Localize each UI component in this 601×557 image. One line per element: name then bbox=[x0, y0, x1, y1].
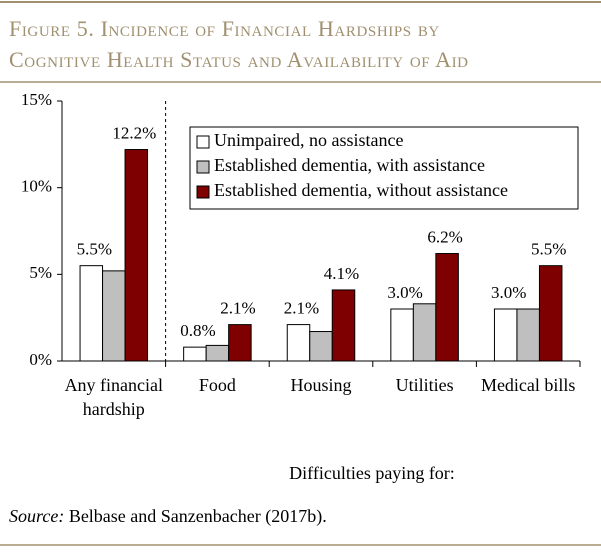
bar bbox=[435, 253, 459, 362]
legend-swatch bbox=[196, 185, 210, 199]
data-label: 5.5% bbox=[531, 240, 566, 259]
data-label: 4.1% bbox=[324, 264, 359, 283]
chart-title: Figure 5. Incidence of Financial Hardshi… bbox=[9, 16, 440, 41]
x-tick-label: Housing bbox=[290, 375, 352, 395]
bar bbox=[538, 265, 563, 362]
legend-swatch bbox=[196, 135, 210, 149]
y-tick-label: 10% bbox=[21, 177, 52, 196]
x-tick-label: Any financial hardship bbox=[64, 375, 164, 419]
bar bbox=[286, 324, 311, 362]
x-tick-label-box: Food bbox=[198, 375, 236, 395]
data-label: 3.0% bbox=[387, 283, 422, 302]
x-tick-label-box: Utilities bbox=[395, 375, 454, 395]
data-label: 3.0% bbox=[491, 283, 526, 302]
y-tick-label: 0% bbox=[29, 350, 52, 369]
x-tick-label-box: Any financial hardship bbox=[64, 375, 164, 419]
bar bbox=[309, 331, 333, 362]
bar bbox=[331, 289, 356, 362]
data-label: 6.2% bbox=[427, 227, 462, 246]
bar bbox=[412, 303, 437, 362]
source-label: Source: bbox=[9, 506, 64, 526]
x-axis-label: Difficulties paying for: bbox=[289, 463, 455, 483]
source: Source: Belbase and Sanzenbacher (2017b)… bbox=[9, 506, 327, 527]
bar bbox=[493, 308, 518, 362]
bar bbox=[516, 308, 540, 362]
chart-title: Cognitive Health Status and Availability… bbox=[9, 47, 469, 72]
legend-box bbox=[189, 126, 579, 210]
legend-label: Established dementia, without assistance bbox=[214, 180, 508, 200]
data-label: 5.5% bbox=[77, 240, 112, 259]
bar bbox=[79, 265, 104, 362]
data-label: 2.1% bbox=[220, 299, 255, 318]
bar bbox=[102, 270, 126, 362]
data-label: 12.2% bbox=[112, 123, 156, 142]
x-tick-label: Food bbox=[198, 375, 236, 395]
bar bbox=[390, 308, 414, 362]
bar bbox=[183, 346, 207, 362]
y-tick-label: 15% bbox=[21, 90, 52, 109]
data-label: 2.1% bbox=[284, 299, 319, 318]
legend-swatch bbox=[196, 160, 210, 174]
legend-label: Established dementia, with assistance bbox=[214, 155, 485, 175]
bar bbox=[228, 324, 252, 362]
x-tick-label-box: Medical bills bbox=[480, 375, 576, 395]
bar bbox=[124, 149, 149, 362]
bar bbox=[205, 344, 230, 362]
source-text: Belbase and Sanzenbacher (2017b). bbox=[69, 506, 327, 527]
x-tick-label-box: Housing bbox=[290, 375, 352, 395]
x-tick-label: Medical bills bbox=[480, 375, 576, 395]
data-label: 0.8% bbox=[180, 321, 215, 340]
y-tick-label: 5% bbox=[29, 263, 52, 282]
x-tick-label: Utilities bbox=[395, 375, 454, 395]
legend-label: Unimpaired, no assistance bbox=[214, 130, 403, 150]
